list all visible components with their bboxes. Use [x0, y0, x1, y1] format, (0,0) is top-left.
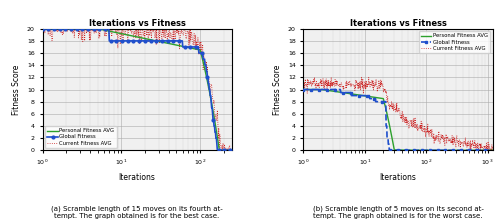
- Global Fitness: [386, 149, 392, 152]
- Text: (a) Scramble length of 15 moves on its fourth at-
tempt. The graph obtained is f: (a) Scramble length of 15 moves on its f…: [51, 205, 223, 219]
- Current Fitness AVG: [40, 21, 46, 24]
- Line: Personal Fitness AVG: Personal Fitness AVG: [304, 90, 492, 150]
- Personal Fitness AVG: [443, 149, 449, 152]
- Global Fitness: [427, 149, 433, 152]
- Current Fitness AVG: [114, 23, 120, 26]
- Global Fitness: [490, 149, 496, 152]
- Global Fitness: [101, 27, 107, 30]
- Current Fitness AVG: [177, 38, 183, 41]
- Global Fitness: [334, 88, 340, 91]
- Current Fitness AVG: [350, 84, 356, 86]
- Current Fitness AVG: [300, 81, 306, 83]
- Line: Global Fitness: Global Fitness: [302, 88, 494, 152]
- Title: Iterations vs Fitness: Iterations vs Fitness: [350, 19, 446, 28]
- Global Fitness: [40, 27, 46, 30]
- Line: Global Fitness: Global Fitness: [41, 27, 233, 152]
- Y-axis label: Fitness Score: Fitness Score: [12, 64, 22, 115]
- Personal Fitness AVG: [386, 121, 392, 124]
- Personal Fitness AVG: [177, 44, 183, 47]
- Current Fitness AVG: [228, 149, 234, 152]
- Personal Fitness AVG: [228, 149, 234, 152]
- Personal Fitness AVG: [412, 149, 418, 152]
- Line: Current Fitness AVG: Current Fitness AVG: [304, 77, 492, 150]
- Global Fitness: [349, 94, 355, 97]
- Global Fitness: [177, 40, 183, 42]
- X-axis label: Iterations: Iterations: [380, 173, 416, 182]
- Current Fitness AVG: [176, 27, 182, 30]
- Current Fitness AVG: [473, 149, 479, 152]
- Personal Fitness AVG: [158, 41, 164, 43]
- Personal Fitness AVG: [300, 88, 306, 91]
- Current Fitness AVG: [158, 33, 164, 36]
- Line: Personal Fitness AVG: Personal Fitness AVG: [42, 29, 232, 150]
- Personal Fitness AVG: [334, 90, 340, 93]
- Personal Fitness AVG: [349, 93, 355, 95]
- Personal Fitness AVG: [62, 27, 68, 30]
- Personal Fitness AVG: [490, 149, 496, 152]
- Current Fitness AVG: [218, 149, 224, 152]
- Current Fitness AVG: [490, 146, 496, 149]
- Current Fitness AVG: [312, 76, 318, 79]
- X-axis label: Iterations: Iterations: [118, 173, 156, 182]
- Global Fitness: [176, 40, 182, 42]
- Current Fitness AVG: [334, 80, 340, 82]
- Personal Fitness AVG: [114, 32, 120, 34]
- Current Fitness AVG: [62, 24, 68, 27]
- Legend: Personal Fitness AVG, Global Fitness, Current Fitness AVG: Personal Fitness AVG, Global Fitness, Cu…: [45, 126, 117, 148]
- Personal Fitness AVG: [40, 27, 46, 30]
- Current Fitness AVG: [412, 117, 418, 120]
- Global Fitness: [62, 27, 68, 30]
- Line: Current Fitness AVG: Current Fitness AVG: [42, 23, 232, 150]
- Current Fitness AVG: [101, 29, 107, 32]
- Title: Iterations vs Fitness: Iterations vs Fitness: [88, 19, 186, 28]
- Global Fitness: [386, 143, 392, 146]
- Global Fitness: [214, 149, 220, 152]
- Current Fitness AVG: [427, 130, 433, 133]
- Y-axis label: Fitness Score: Fitness Score: [274, 64, 282, 115]
- Current Fitness AVG: [443, 133, 449, 135]
- Global Fitness: [412, 149, 418, 152]
- Global Fitness: [300, 88, 306, 91]
- Current Fitness AVG: [386, 103, 392, 106]
- Global Fitness: [158, 40, 164, 42]
- Personal Fitness AVG: [426, 149, 432, 152]
- Global Fitness: [443, 149, 449, 152]
- Personal Fitness AVG: [101, 29, 107, 31]
- Legend: Personal Fitness AVG, Global Fitness, Current Fitness AVG: Personal Fitness AVG, Global Fitness, Cu…: [418, 31, 490, 53]
- Global Fitness: [114, 40, 120, 42]
- Global Fitness: [228, 149, 234, 152]
- Personal Fitness AVG: [216, 149, 222, 152]
- Text: (b) Scramble length of 5 moves on its second at-
tempt. The graph obtained is fo: (b) Scramble length of 5 moves on its se…: [312, 205, 484, 219]
- Personal Fitness AVG: [176, 44, 182, 47]
